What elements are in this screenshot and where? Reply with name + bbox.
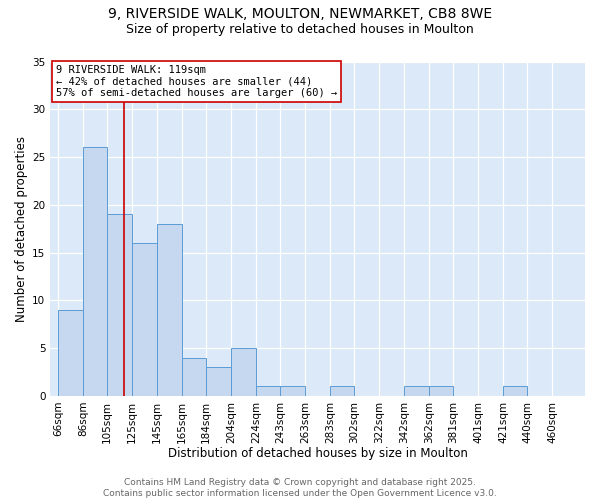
Bar [83, 148, 107, 396]
X-axis label: Distribution of detached houses by size in Moulton: Distribution of detached houses by size … [168, 447, 467, 460]
Text: Size of property relative to detached houses in Moulton: Size of property relative to detached ho… [126, 22, 474, 36]
Bar [330, 386, 354, 396]
Bar [430, 386, 453, 396]
Text: 9 RIVERSIDE WALK: 119sqm
← 42% of detached houses are smaller (44)
57% of semi-d: 9 RIVERSIDE WALK: 119sqm ← 42% of detach… [56, 65, 337, 98]
Bar [280, 386, 305, 396]
Bar [256, 386, 280, 396]
Bar [58, 310, 83, 396]
Bar [182, 358, 206, 396]
Text: Contains HM Land Registry data © Crown copyright and database right 2025.
Contai: Contains HM Land Registry data © Crown c… [103, 478, 497, 498]
Bar [132, 243, 157, 396]
Bar [404, 386, 430, 396]
Bar [231, 348, 256, 396]
Bar [107, 214, 132, 396]
Y-axis label: Number of detached properties: Number of detached properties [15, 136, 28, 322]
Bar [157, 224, 182, 396]
Text: 9, RIVERSIDE WALK, MOULTON, NEWMARKET, CB8 8WE: 9, RIVERSIDE WALK, MOULTON, NEWMARKET, C… [108, 8, 492, 22]
Bar [503, 386, 527, 396]
Bar [206, 367, 231, 396]
